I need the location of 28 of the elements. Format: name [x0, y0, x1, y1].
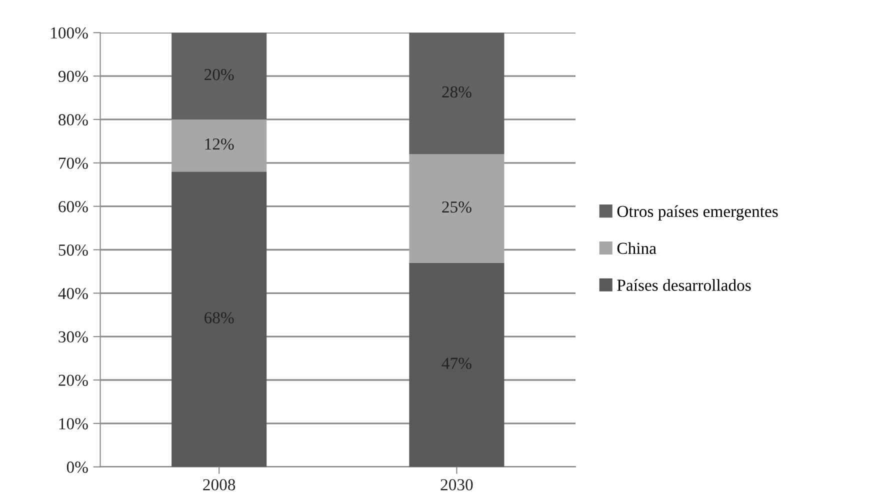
- y-tick-label: 40%: [58, 288, 88, 300]
- legend-label: Otros países emergentes: [617, 205, 778, 220]
- y-tick-label: 30%: [58, 331, 88, 343]
- legend-label: Países desarrollados: [617, 279, 751, 291]
- y-tick-label: 50%: [58, 244, 88, 256]
- bar: [409, 32, 504, 154]
- data-label: 47%: [442, 358, 472, 370]
- y-tick-label: 0%: [66, 462, 88, 473]
- bar: [172, 172, 267, 467]
- x-tick-label: 2008: [203, 479, 236, 490]
- legend-label: China: [617, 242, 656, 254]
- data-label: 25%: [442, 201, 472, 213]
- y-tick-label: 20%: [58, 374, 88, 386]
- y-tick-label: 80%: [58, 114, 88, 126]
- bar: [409, 154, 504, 263]
- y-tick-label: 90%: [58, 70, 88, 82]
- bar: [172, 119, 267, 172]
- y-tick-label: 70%: [59, 158, 88, 169]
- data-label: 68%: [204, 312, 234, 324]
- bar: [172, 32, 267, 120]
- y-tick-label: 100%: [51, 27, 88, 39]
- x-tick-label: 2030: [440, 479, 473, 490]
- y-tick-label: 10%: [59, 418, 88, 430]
- data-label: 12%: [205, 138, 234, 150]
- data-label: 28%: [442, 86, 472, 98]
- bar: [409, 262, 504, 467]
- y-tick-label: 60%: [58, 201, 88, 212]
- data-label: 20%: [204, 68, 234, 80]
